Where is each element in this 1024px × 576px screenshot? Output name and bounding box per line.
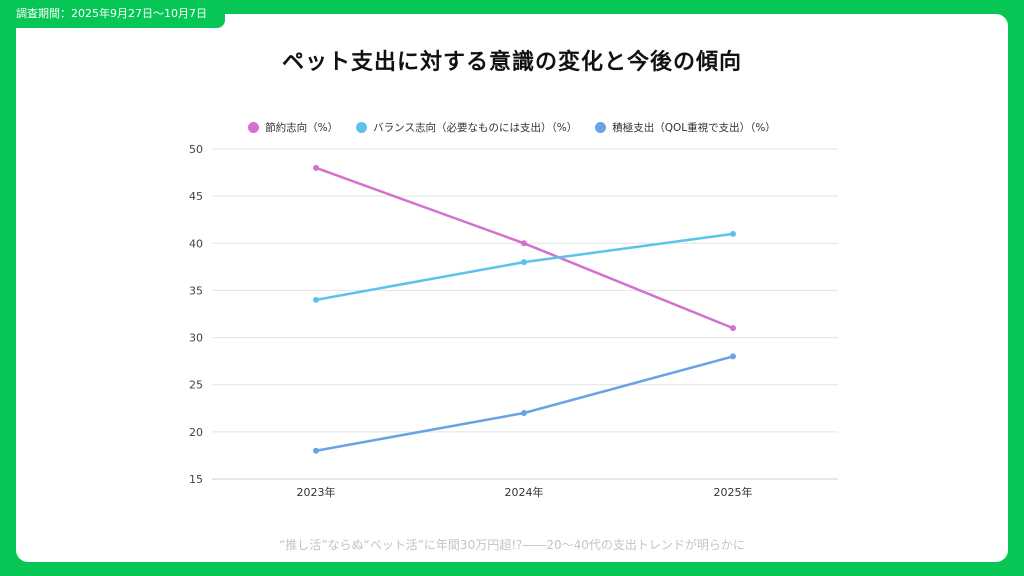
chart-title: ペット支出に対する意識の変化と今後の傾向 bbox=[281, 50, 742, 75]
data-point[interactable] bbox=[313, 296, 319, 303]
y-tick-label: 20 bbox=[189, 426, 203, 439]
data-point[interactable] bbox=[730, 230, 736, 237]
footer-caption: “推し活”ならぬ“ペット活”に年間30万円超!?――20〜40代の支出トレンドが… bbox=[279, 538, 745, 552]
legend-item-active[interactable]: 積極支出（QOL重視で支出）（%） bbox=[595, 120, 776, 135]
survey-period-tab: 調査期間：2025年9月27日〜10月7日 bbox=[0, 0, 225, 28]
y-tick-label: 45 bbox=[189, 190, 203, 203]
y-tick-label: 15 bbox=[189, 473, 203, 486]
y-tick-label: 50 bbox=[189, 143, 203, 156]
data-point[interactable] bbox=[521, 240, 527, 247]
legend-item-savings[interactable]: 節約志向（%） bbox=[248, 120, 338, 135]
legend-marker-savings bbox=[248, 122, 260, 133]
y-tick-label: 40 bbox=[189, 237, 203, 250]
data-point[interactable] bbox=[521, 259, 527, 266]
y-tick-label: 30 bbox=[189, 332, 203, 345]
series-layer bbox=[313, 164, 736, 454]
y-axis-ticks: 15 20 25 30 35 40 45 50 bbox=[189, 143, 203, 486]
y-tick-label: 25 bbox=[189, 379, 203, 392]
data-point[interactable] bbox=[730, 353, 736, 360]
series-line-0 bbox=[315, 166, 734, 330]
data-point[interactable] bbox=[313, 447, 319, 454]
chart-legend: 節約志向（%） バランス志向（必要なものには支出）（%） 積極支出（QOL重視で… bbox=[0, 120, 1024, 135]
legend-marker-balance bbox=[356, 122, 368, 133]
data-point[interactable] bbox=[730, 325, 736, 332]
legend-label-savings: 節約志向（%） bbox=[265, 122, 339, 134]
series-line-2 bbox=[315, 355, 734, 452]
x-tick-label: 2023年 bbox=[297, 485, 336, 499]
legend-label-active: 積極支出（QOL重視で支出）（%） bbox=[612, 122, 776, 134]
data-point[interactable] bbox=[313, 164, 319, 171]
x-axis-ticks: 2023年 2024年 2025年 bbox=[297, 485, 753, 499]
x-tick-label: 2025年 bbox=[714, 485, 753, 499]
grid-layer bbox=[212, 148, 838, 480]
y-tick-label: 35 bbox=[189, 284, 203, 297]
legend-marker-active bbox=[595, 122, 607, 133]
x-tick-label: 2024年 bbox=[505, 485, 544, 499]
legend-item-balance[interactable]: バランス志向（必要なものには支出）（%） bbox=[356, 120, 577, 135]
data-point[interactable] bbox=[521, 410, 527, 416]
legend-label-balance: バランス志向（必要なものには支出）（%） bbox=[373, 122, 578, 134]
chart-card bbox=[16, 14, 1008, 562]
survey-period-label: 調査期間：2025年9月27日〜10月7日 bbox=[16, 7, 207, 20]
